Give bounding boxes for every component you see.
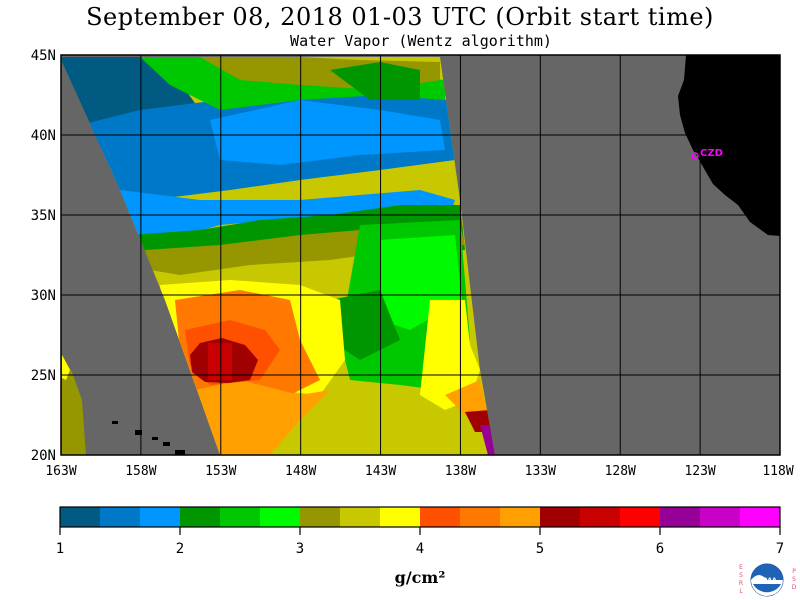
station-czd-marker (691, 152, 699, 160)
svg-text:R: R (739, 580, 743, 587)
longitude-labels: 163W 158W 153W 148W 143W 138W 133W 128W 123W 118W (45, 464, 793, 479)
colorbar-tick-label: 1 (56, 541, 64, 557)
colorbar-tick-label: 3 (296, 541, 304, 557)
lon-label: 118W (762, 464, 793, 479)
colorbar-swatch (180, 507, 221, 527)
svg-text:D: D (792, 584, 797, 591)
svg-text:S: S (792, 576, 796, 583)
western-swath-yellow (62, 355, 70, 380)
lon-label: 123W (684, 464, 715, 479)
colorbar-tick-label: 7 (776, 541, 784, 557)
lon-label: 148W (285, 464, 316, 479)
lon-label: 128W (605, 464, 636, 479)
colorbar-swatch (740, 507, 781, 527)
lat-label: 30N (31, 288, 56, 304)
colorbar-tick-label: 2 (176, 541, 184, 557)
lat-label: 40N (31, 128, 56, 144)
north-america-land (678, 55, 780, 236)
colorbar-swatch (260, 507, 301, 527)
logo-center-text: NOAA (757, 577, 777, 584)
svg-text:S: S (739, 572, 743, 579)
noaa-logo: E S R L P S D NOAA (739, 563, 797, 597)
lat-label: 25N (31, 368, 56, 384)
colorbar-swatch (420, 507, 461, 527)
colorbar-swatch (60, 507, 101, 527)
colorbar-tick-label: 5 (536, 541, 544, 557)
colorbar-swatch (500, 507, 541, 527)
colorbar-swatch (460, 507, 501, 527)
colorbar-ticks: 1 2 3 4 5 6 7 (56, 527, 784, 557)
colorbar-swatch (620, 507, 661, 527)
plot-title: September 08, 2018 01-03 UTC (Orbit star… (86, 3, 714, 31)
colorbar-swatch (220, 507, 261, 527)
colorbar-swatch (140, 507, 181, 527)
colorbar-swatch (700, 507, 741, 527)
colorbar-tick-label: 4 (416, 541, 424, 557)
colorbar-swatch (660, 507, 701, 527)
western-swath (62, 355, 86, 455)
satellite-swath (62, 57, 495, 455)
colorbar-tick-label: 6 (656, 541, 664, 557)
colorbar-swatch (340, 507, 381, 527)
logo-right-text: P (792, 568, 796, 575)
colorbar-swatch (300, 507, 341, 527)
lat-label: 35N (31, 208, 56, 224)
lon-label: 163W (45, 464, 76, 479)
lon-label: 133W (525, 464, 556, 479)
colorbar-swatch (580, 507, 621, 527)
lon-label: 143W (365, 464, 396, 479)
svg-text:L: L (739, 588, 743, 595)
colorbar (60, 507, 781, 527)
logo-left-text: E (739, 564, 743, 571)
colorbar-swatch (540, 507, 581, 527)
colorbar-swatch (380, 507, 421, 527)
plot-subtitle: Water Vapor (Wentz algorithm) (290, 32, 552, 50)
colorbar-swatch (100, 507, 141, 527)
lat-label: 45N (31, 48, 56, 64)
lon-label: 153W (205, 464, 236, 479)
lon-label: 158W (125, 464, 156, 479)
lon-label: 138W (445, 464, 476, 479)
station-czd-label: CZD (700, 148, 723, 159)
hawaiian-islands (112, 421, 185, 455)
map-border (60, 54, 781, 456)
lat-label: 20N (31, 448, 56, 464)
colorbar-units: g/cm² (395, 568, 446, 587)
latitude-labels: 45N 40N 35N 30N 25N 20N (31, 48, 56, 464)
